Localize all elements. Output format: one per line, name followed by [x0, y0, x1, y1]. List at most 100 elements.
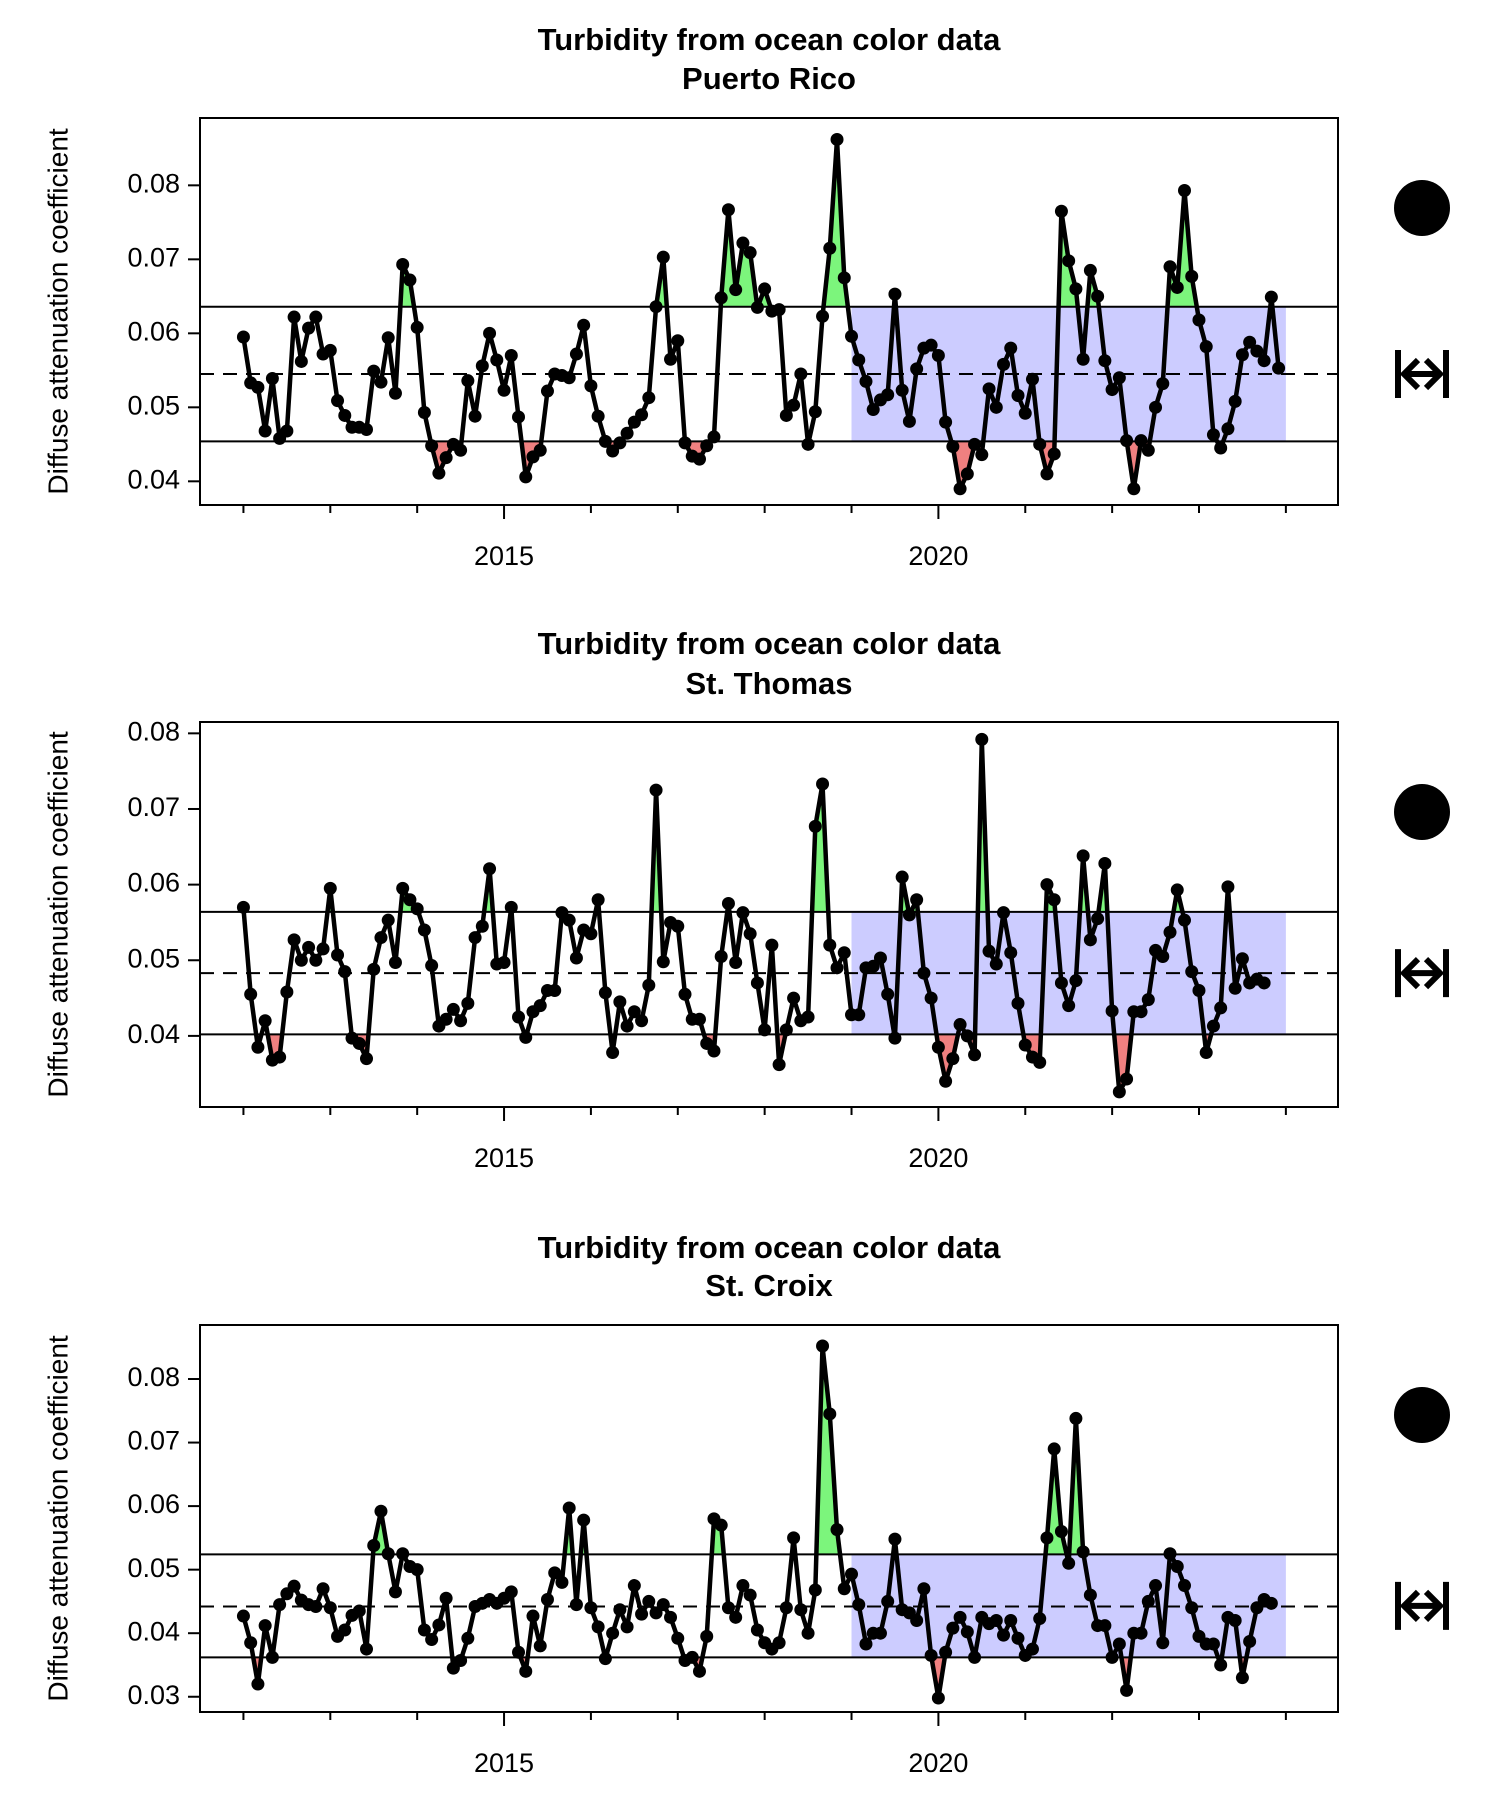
data-point [1011, 1631, 1025, 1645]
double-arrow-head-right [1423, 956, 1445, 990]
below-bound-fill [256, 1034, 1212, 1092]
data-point [483, 862, 497, 876]
trend-circle-icon [1394, 1387, 1450, 1443]
data-point [381, 913, 395, 927]
data-point [1141, 443, 1155, 457]
data-point [1177, 184, 1191, 198]
y-tick-label: 0.08 [127, 168, 180, 198]
data-point [910, 1613, 924, 1627]
data-point [352, 1604, 366, 1618]
data-point [816, 1339, 830, 1353]
data-point [1120, 434, 1134, 448]
chart-title: Turbidity from ocean color data [538, 22, 1002, 57]
data-point [772, 1636, 786, 1650]
y-tick-label: 0.07 [127, 1426, 180, 1456]
data-point [772, 1058, 786, 1072]
data-point [417, 406, 431, 420]
data-point [533, 443, 547, 457]
data-point [1272, 361, 1286, 375]
data-point [888, 287, 902, 301]
data-point [1112, 1085, 1126, 1099]
data-point [700, 439, 714, 453]
data-point [714, 1518, 728, 1532]
data-point [888, 1031, 902, 1045]
data-point [526, 1609, 540, 1623]
data-point [917, 966, 931, 980]
data-point [302, 940, 316, 954]
data-point [265, 1650, 279, 1664]
chart-panel-2: Turbidity from ocean color data St. Thoma… [42, 626, 1450, 1173]
data-point [504, 349, 518, 363]
data-point [1221, 880, 1235, 894]
data-point [396, 881, 410, 895]
data-point [772, 303, 786, 317]
data-point [707, 1044, 721, 1058]
data-point [1069, 974, 1083, 988]
data-point [765, 938, 779, 952]
data-point [1177, 1579, 1191, 1593]
data-point [1091, 912, 1105, 926]
data-point [294, 953, 308, 967]
data-point [359, 1642, 373, 1656]
data-point [331, 394, 345, 408]
data-point [837, 271, 851, 285]
data-point [439, 1012, 453, 1026]
data-point [396, 1547, 410, 1561]
data-point [997, 1628, 1011, 1642]
data-point [924, 1648, 938, 1662]
data-point [895, 870, 909, 884]
data-point [1091, 289, 1105, 303]
y-tick-label: 0.08 [127, 716, 180, 746]
data-point [294, 354, 308, 368]
data-point [649, 783, 663, 797]
data-point [845, 329, 859, 343]
data-point [323, 1601, 337, 1615]
data-point [642, 391, 656, 405]
data-point [367, 1539, 381, 1553]
chart-subtitle: St. Croix [705, 1268, 833, 1303]
data-point [468, 409, 482, 423]
data-point [1163, 260, 1177, 274]
y-tick-label: 0.04 [127, 1616, 180, 1646]
data-point [968, 1650, 982, 1664]
data-point [613, 1603, 627, 1617]
data-point [388, 386, 402, 400]
data-point [1149, 400, 1163, 414]
data-point [236, 330, 250, 344]
data-point [931, 349, 945, 363]
data-point [910, 893, 924, 907]
data-point [852, 353, 866, 367]
below-bound-fill [430, 441, 1224, 489]
data-point [787, 398, 801, 412]
data-point [461, 996, 475, 1010]
x-tick-label: 2020 [908, 1143, 968, 1173]
data-point [1228, 394, 1242, 408]
double-arrow-head-left [1399, 1589, 1421, 1622]
data-point [787, 1531, 801, 1545]
data-point [953, 1018, 967, 1032]
data-point [975, 732, 989, 746]
data-point [1134, 434, 1148, 448]
data-point [613, 995, 627, 1009]
y-tick-label: 0.04 [127, 464, 180, 494]
data-point [1054, 976, 1068, 990]
data-point [714, 291, 728, 305]
data-point [823, 1407, 837, 1421]
data-point [598, 986, 612, 1000]
data-point [873, 951, 887, 965]
data-point [1199, 1046, 1213, 1060]
data-point [475, 359, 489, 373]
data-point [1235, 1671, 1249, 1685]
data-point [779, 1601, 793, 1615]
data-point [1206, 1019, 1220, 1033]
x-tick-label: 2015 [474, 1143, 534, 1173]
data-point [635, 1607, 649, 1621]
data-point [533, 999, 547, 1013]
data-point [417, 923, 431, 937]
data-point [692, 452, 706, 466]
data-point [338, 965, 352, 979]
data-point [649, 300, 663, 314]
y-axis-label: Diffuse attenuation coefficient [42, 1335, 73, 1702]
data-point [548, 1566, 562, 1580]
